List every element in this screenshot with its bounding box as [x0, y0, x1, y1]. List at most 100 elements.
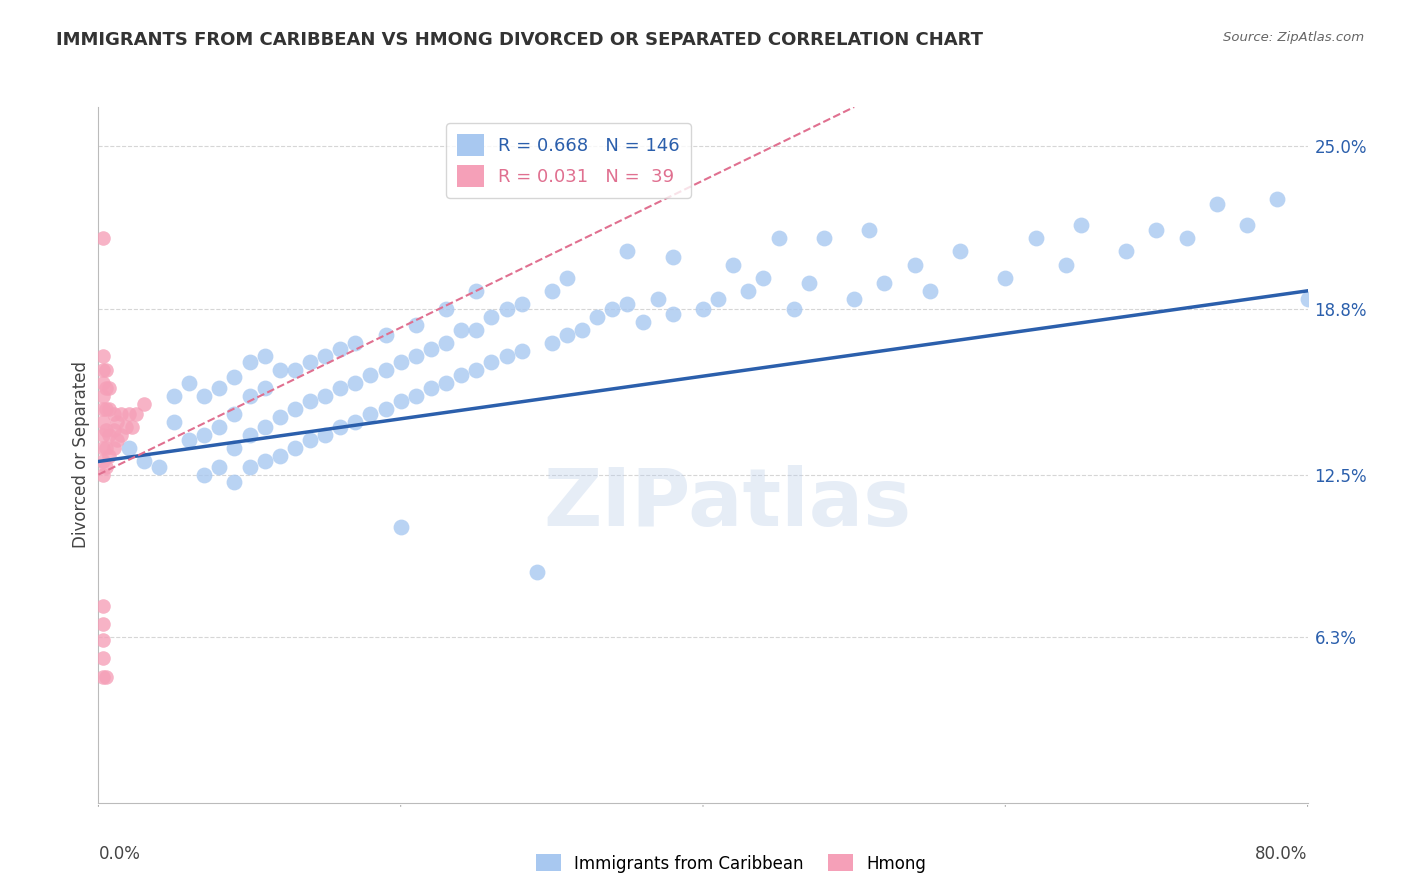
Text: 80.0%: 80.0%	[1256, 845, 1308, 863]
Point	[1024, 231, 1046, 245]
Point	[510, 344, 533, 359]
Point	[148, 459, 170, 474]
Point	[1115, 244, 1137, 259]
Point	[110, 428, 132, 442]
Point	[783, 302, 806, 317]
Point	[118, 442, 141, 456]
Point	[374, 401, 396, 416]
Point	[465, 362, 488, 376]
Point	[1144, 223, 1167, 237]
Point	[103, 423, 125, 437]
Point	[193, 389, 215, 403]
Point	[329, 381, 352, 395]
Point	[224, 475, 246, 490]
Point	[179, 434, 201, 448]
Point	[314, 389, 336, 403]
Point	[1175, 231, 1198, 245]
Point	[389, 394, 412, 409]
Point	[465, 284, 488, 298]
Point	[91, 389, 114, 403]
Point	[105, 415, 128, 429]
Legend: Immigrants from Caribbean, Hmong: Immigrants from Caribbean, Hmong	[529, 847, 934, 880]
Point	[118, 407, 141, 421]
Point	[98, 428, 121, 442]
Point	[586, 310, 609, 324]
Point	[91, 415, 114, 429]
Point	[616, 244, 638, 259]
Point	[91, 362, 114, 376]
Point	[389, 520, 412, 534]
Point	[481, 310, 503, 324]
Point	[450, 368, 472, 382]
Point	[616, 297, 638, 311]
Point	[98, 449, 121, 463]
Point	[224, 370, 246, 384]
Point	[374, 362, 396, 376]
Point	[253, 454, 276, 468]
Point	[752, 270, 775, 285]
Point	[208, 420, 231, 434]
Point	[98, 401, 121, 416]
Point	[91, 599, 114, 613]
Point	[1070, 218, 1092, 232]
Point	[121, 420, 143, 434]
Point	[114, 420, 136, 434]
Point	[949, 244, 972, 259]
Point	[105, 434, 128, 448]
Point	[91, 670, 114, 684]
Point	[94, 670, 117, 684]
Point	[661, 308, 683, 322]
Point	[1054, 258, 1077, 272]
Point	[481, 355, 503, 369]
Point	[465, 323, 488, 337]
Point	[239, 459, 262, 474]
Point	[91, 454, 114, 468]
Point	[91, 617, 114, 632]
Point	[360, 407, 382, 421]
Point	[125, 407, 148, 421]
Point	[813, 231, 835, 245]
Point	[737, 284, 759, 298]
Point	[269, 449, 291, 463]
Point	[631, 315, 654, 329]
Point	[284, 401, 307, 416]
Point	[193, 428, 215, 442]
Point	[1296, 292, 1319, 306]
Point	[299, 394, 322, 409]
Point	[389, 355, 412, 369]
Point	[994, 270, 1017, 285]
Point	[253, 350, 276, 364]
Point	[91, 376, 114, 390]
Point	[94, 459, 117, 474]
Point	[768, 231, 790, 245]
Point	[299, 434, 322, 448]
Point	[91, 442, 114, 456]
Point	[692, 302, 714, 317]
Point	[405, 389, 427, 403]
Point	[91, 651, 114, 665]
Point	[329, 342, 352, 356]
Point	[344, 376, 367, 390]
Point	[858, 223, 880, 237]
Text: 0.0%: 0.0%	[98, 845, 141, 863]
Point	[208, 459, 231, 474]
Point	[163, 389, 186, 403]
Point	[299, 355, 322, 369]
Legend: R = 0.668   N = 146, R = 0.031   N =  39: R = 0.668 N = 146, R = 0.031 N = 39	[446, 123, 690, 198]
Point	[510, 297, 533, 311]
Point	[94, 381, 117, 395]
Point	[526, 565, 548, 579]
Point	[495, 302, 517, 317]
Point	[103, 407, 125, 421]
Point	[224, 407, 246, 421]
Point	[540, 336, 562, 351]
Point	[450, 323, 472, 337]
Point	[91, 401, 114, 416]
Point	[91, 350, 114, 364]
Point	[602, 302, 624, 317]
Point	[904, 258, 927, 272]
Point	[91, 633, 114, 648]
Point	[1206, 197, 1229, 211]
Point	[844, 292, 866, 306]
Point	[873, 276, 896, 290]
